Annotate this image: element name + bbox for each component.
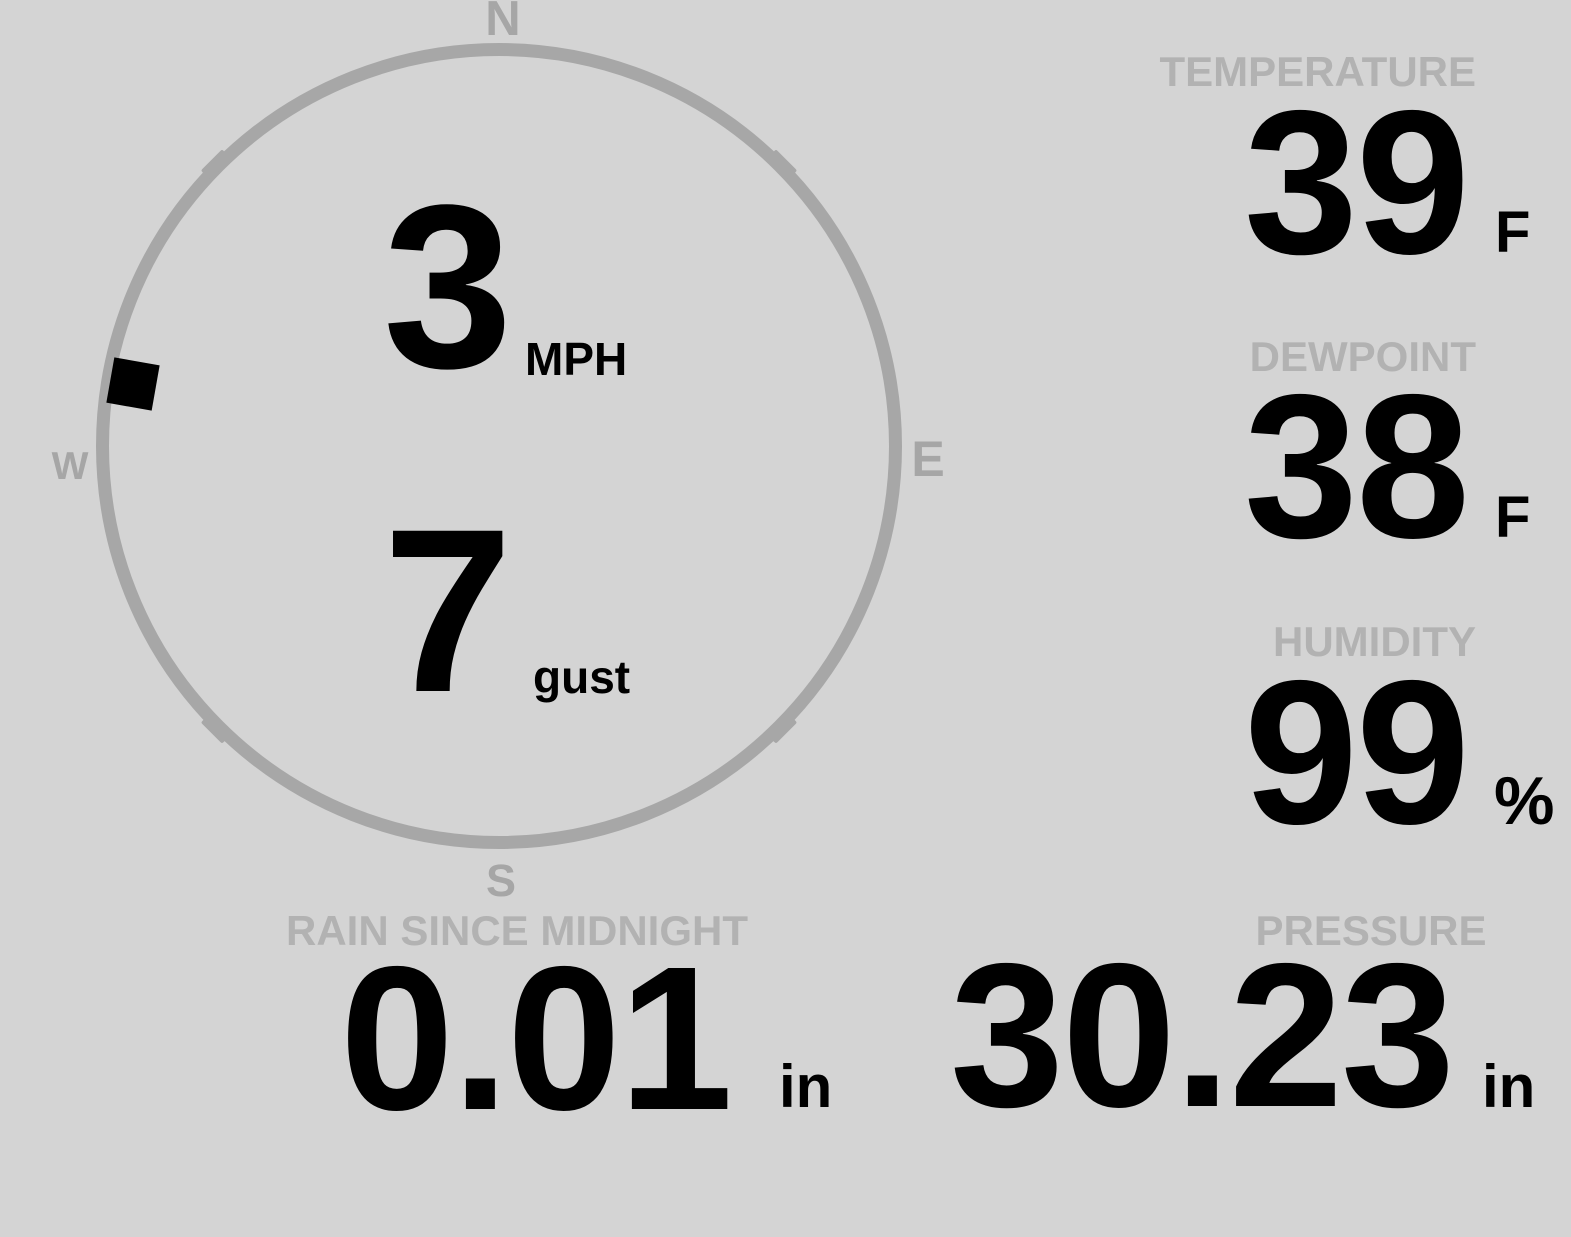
pressure-label: PRESSURE bbox=[1255, 907, 1487, 954]
wind-direction-marker-icon bbox=[105, 357, 160, 412]
wind-speed-value: 3 bbox=[383, 157, 513, 417]
rain-since-midnight-unit: in bbox=[779, 1053, 833, 1120]
wind-gust-value: 7 bbox=[383, 481, 513, 741]
wind-speed-unit: MPH bbox=[525, 333, 628, 385]
temperature-value: 39 bbox=[1243, 68, 1470, 297]
compass-cardinal-south: S bbox=[485, 855, 517, 906]
pressure-value: 30.23 bbox=[950, 921, 1455, 1150]
dewpoint-label: DEWPOINT bbox=[1249, 333, 1476, 380]
compass-cardinal-west: W bbox=[51, 445, 89, 488]
temperature-unit: F bbox=[1495, 200, 1531, 265]
rain-since-midnight-label: RAIN SINCE MIDNIGHT bbox=[286, 907, 748, 954]
humidity-value: 99 bbox=[1243, 638, 1470, 867]
wind-gust-unit: gust bbox=[533, 651, 631, 703]
compass-cardinal-east: E bbox=[911, 431, 945, 487]
temperature-label: TEMPERATURE bbox=[1159, 48, 1476, 95]
humidity-unit: % bbox=[1494, 763, 1555, 839]
dewpoint-value: 38 bbox=[1243, 352, 1470, 581]
dewpoint-unit: F bbox=[1495, 485, 1531, 550]
compass-cardinal-north: N bbox=[485, 0, 521, 46]
pressure-unit: in bbox=[1482, 1053, 1536, 1120]
humidity-label: HUMIDITY bbox=[1273, 618, 1476, 665]
rain-since-midnight-value: 0.01 bbox=[340, 924, 733, 1153]
